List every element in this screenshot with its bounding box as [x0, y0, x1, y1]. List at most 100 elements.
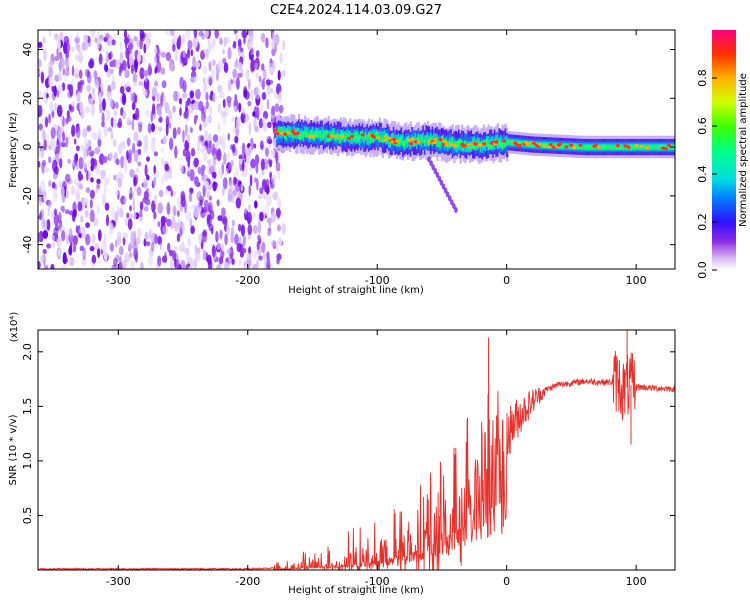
noise-speck [123, 197, 127, 205]
noise-speck [235, 197, 241, 209]
noise-speck [208, 77, 213, 87]
signal-band-cell [468, 143, 472, 150]
signal-band-cell [403, 141, 406, 148]
noise-speck [244, 207, 248, 215]
signal-band-cell [459, 140, 462, 151]
noise-speck [85, 233, 91, 246]
signal-streak [452, 203, 456, 210]
signal-peak [466, 143, 472, 147]
signal-band-cell [602, 144, 605, 150]
noise-speck [232, 143, 236, 153]
noise-speck [145, 39, 150, 50]
noise-speck [157, 235, 162, 245]
noise-speck [103, 125, 108, 137]
noise-speck [153, 211, 157, 220]
signal-peak [311, 134, 316, 138]
signal-streak [450, 199, 454, 206]
noise-speck [79, 183, 83, 190]
noise-speck [154, 46, 158, 55]
noise-speck [143, 238, 147, 247]
y-tick-label: 0.5 [21, 507, 34, 525]
noise-speck [221, 142, 226, 151]
noise-speck [120, 173, 124, 181]
signal-band-cell [327, 135, 330, 142]
signal-band-cell [285, 128, 288, 135]
noise-speck [211, 69, 216, 77]
signal-streak [429, 160, 433, 167]
noise-speck [267, 138, 273, 144]
noise-speck [186, 97, 191, 107]
signal-band-cell [496, 134, 499, 146]
noise-speck [200, 168, 205, 177]
noise-speck [127, 218, 133, 231]
signal-peak [346, 136, 352, 140]
noise-speck [134, 61, 138, 73]
signal-band-cell [577, 144, 580, 149]
noise-speck [116, 122, 122, 128]
signal-band-cell [517, 141, 520, 146]
signal-peak [494, 140, 500, 144]
signal-peak [548, 143, 554, 147]
noise-speck [121, 60, 127, 71]
noise-speck [282, 69, 286, 78]
signal-band-cell [585, 144, 588, 150]
noise-speck [85, 187, 91, 194]
noise-speck [150, 123, 155, 133]
noise-speck [177, 219, 181, 227]
noise-speck [109, 60, 114, 68]
signal-streak [431, 164, 435, 171]
noise-speck [53, 85, 57, 97]
noise-speck [165, 30, 171, 36]
signal-band-cell [478, 139, 481, 146]
noise-speck [132, 92, 137, 105]
x-tick-label: -100 [365, 274, 390, 287]
noise-speck [71, 101, 76, 107]
noise-speck [59, 57, 65, 68]
noise-speck [266, 217, 272, 224]
noise-speck [244, 90, 250, 100]
noise-speck [133, 174, 139, 185]
signal-peak [286, 131, 292, 135]
noise-speck [73, 153, 78, 166]
noise-speck [236, 116, 241, 130]
signal-peak [371, 135, 377, 139]
noise-speck [126, 150, 129, 161]
noise-speck [103, 250, 108, 262]
signal-band-cell [633, 144, 636, 150]
colorbar-tick-label: 0.0 [696, 261, 709, 279]
noise-speck [194, 244, 198, 255]
noise-speck [218, 167, 223, 179]
noise-speck [93, 70, 98, 80]
noise-speck [153, 176, 157, 186]
x-tick-label: -300 [106, 575, 131, 588]
noise-speck [97, 247, 101, 258]
signal-peak [531, 141, 537, 145]
signal-band-cell [414, 133, 417, 144]
noise-speck [38, 161, 41, 168]
noise-speck [129, 205, 132, 212]
signal-band-cell [607, 144, 610, 150]
noise-speck [248, 184, 251, 197]
signal-band-cell [325, 130, 329, 137]
signal-band-cell [378, 136, 381, 143]
noise-speck [242, 107, 245, 116]
noise-speck [60, 115, 64, 121]
noise-speck [124, 252, 129, 263]
noise-speck [91, 254, 97, 264]
noise-speck [52, 188, 58, 202]
signal-band-cell [298, 133, 301, 140]
noise-speck [275, 240, 279, 252]
noise-speck [78, 69, 83, 79]
signal-band-cell [498, 140, 501, 147]
signal-band-cell [392, 132, 395, 143]
signal-band-cell [324, 132, 327, 144]
signal-band-cell [507, 140, 510, 145]
noise-speck [262, 117, 267, 125]
noise-speck [141, 54, 146, 66]
noise-speck [202, 229, 208, 237]
noise-speck [155, 60, 162, 73]
noise-speck [88, 146, 92, 152]
noise-speck [182, 92, 188, 99]
signal-band-cell [363, 135, 366, 143]
